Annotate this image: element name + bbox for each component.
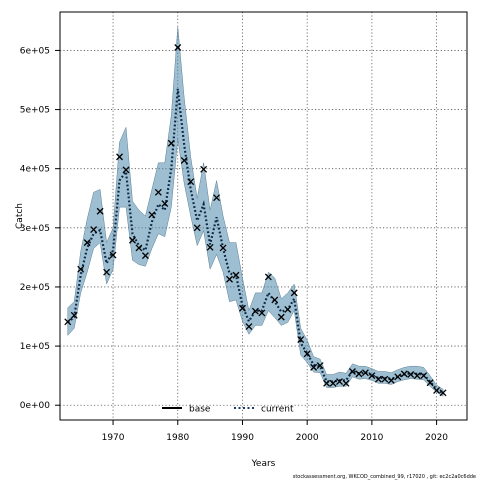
base-point bbox=[271, 296, 279, 304]
base-point bbox=[316, 362, 324, 370]
base-point bbox=[70, 311, 78, 319]
base-point bbox=[264, 273, 272, 281]
base-point bbox=[64, 318, 72, 326]
base-point bbox=[361, 369, 369, 377]
legend-label-current: current bbox=[261, 405, 294, 415]
y-axis-title: Catch bbox=[15, 203, 25, 229]
base-point bbox=[355, 370, 363, 378]
base-point bbox=[103, 268, 111, 276]
base-point bbox=[193, 224, 201, 232]
base-point bbox=[413, 372, 421, 380]
base-point bbox=[148, 211, 156, 219]
x-tick-label: 1980 bbox=[166, 433, 189, 443]
confidence-band-layer bbox=[67, 26, 444, 397]
base-point bbox=[433, 386, 441, 394]
base-point bbox=[116, 153, 123, 161]
base-point bbox=[174, 44, 182, 51]
base-point bbox=[394, 373, 402, 381]
base-point bbox=[135, 244, 143, 252]
base-point bbox=[232, 271, 240, 279]
base-point bbox=[297, 336, 305, 344]
legend-label-base: base bbox=[189, 405, 211, 415]
base-point bbox=[90, 226, 98, 234]
x-tick-label: 1970 bbox=[102, 433, 125, 443]
legend: base current bbox=[162, 405, 294, 415]
y-tick-label: 0e+00 bbox=[20, 401, 51, 411]
y-tick-label: 2e+05 bbox=[20, 283, 50, 293]
x-tick-label: 2010 bbox=[360, 433, 383, 443]
base-point bbox=[83, 239, 91, 247]
grid-lines bbox=[60, 12, 467, 420]
base-point bbox=[129, 236, 136, 244]
base-point bbox=[154, 188, 162, 196]
y-tick-label: 1e+05 bbox=[20, 342, 50, 352]
base-point bbox=[368, 372, 376, 380]
base-point bbox=[109, 251, 117, 259]
base-point bbox=[213, 194, 221, 202]
base-point bbox=[239, 304, 246, 312]
base-point bbox=[167, 139, 175, 147]
base-point bbox=[284, 305, 292, 313]
confidence-band bbox=[67, 26, 444, 397]
footnote: stockassessment.org, WKCOD_combined_99, … bbox=[293, 474, 476, 480]
base-point bbox=[329, 379, 337, 387]
y-tick-label: 3e+05 bbox=[20, 224, 50, 234]
y-axis-ticks: 0e+00 1e+05 2e+05 3e+05 4e+05 5e+05 6e+05 bbox=[20, 46, 60, 411]
base-point bbox=[180, 156, 188, 164]
base-point bbox=[381, 375, 389, 383]
series-line-layer bbox=[67, 88, 444, 395]
base-point bbox=[161, 200, 169, 208]
base-point bbox=[200, 165, 208, 173]
y-tick-label: 6e+05 bbox=[20, 46, 50, 56]
x-tick-label: 2020 bbox=[425, 433, 448, 443]
base-point bbox=[303, 350, 311, 358]
base-point bbox=[290, 289, 298, 297]
x-axis-title: Years bbox=[251, 459, 276, 469]
base-point bbox=[342, 379, 350, 387]
base-markers-layer bbox=[64, 44, 447, 397]
base-point bbox=[277, 313, 285, 321]
base-point bbox=[141, 252, 149, 260]
base-point bbox=[226, 275, 233, 283]
base-point bbox=[245, 323, 253, 331]
x-axis-ticks: 1970 1980 1990 2000 2010 2020 bbox=[102, 420, 448, 443]
base-point bbox=[187, 178, 195, 186]
base-point bbox=[96, 207, 104, 215]
base-point bbox=[219, 244, 227, 252]
base-point bbox=[374, 375, 382, 383]
base-point bbox=[439, 389, 447, 397]
base-point bbox=[407, 371, 415, 378]
series-line-current bbox=[67, 88, 444, 395]
base-point bbox=[77, 265, 85, 273]
base-point bbox=[122, 166, 130, 174]
base-point bbox=[387, 376, 395, 384]
y-tick-label: 5e+05 bbox=[20, 106, 50, 116]
base-point bbox=[336, 378, 343, 386]
base-point bbox=[426, 379, 434, 387]
x-tick-label: 2000 bbox=[296, 433, 319, 443]
base-point bbox=[400, 370, 408, 378]
base-point bbox=[323, 379, 331, 387]
plot-frame bbox=[59, 11, 468, 421]
base-point bbox=[420, 372, 428, 380]
y-tick-label: 4e+05 bbox=[20, 165, 50, 175]
base-point bbox=[206, 243, 214, 251]
base-point bbox=[349, 368, 356, 375]
base-point bbox=[251, 307, 259, 315]
base-point bbox=[258, 309, 266, 317]
base-point bbox=[310, 363, 318, 371]
x-tick-label: 1990 bbox=[231, 433, 254, 443]
